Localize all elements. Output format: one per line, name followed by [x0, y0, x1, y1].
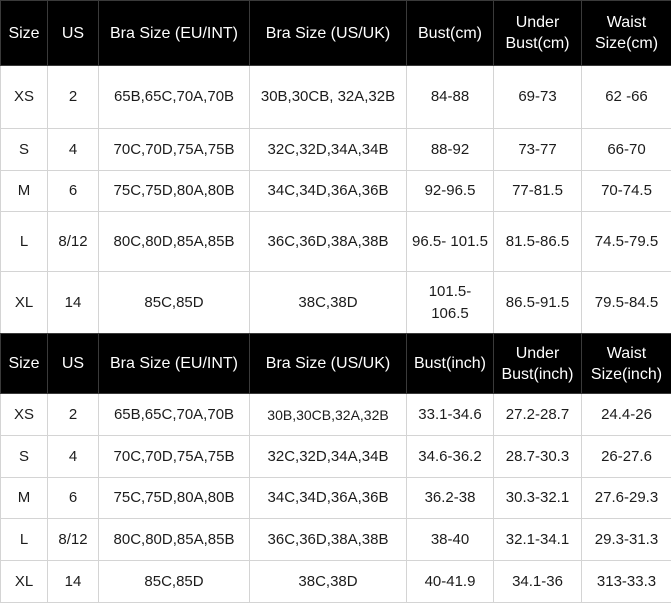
cell-waist: 313-33.3 — [582, 561, 671, 603]
cell-size: S — [1, 129, 48, 171]
cell-under-bust: 73-77 — [494, 129, 582, 171]
cell-us: 2 — [48, 394, 99, 436]
cell-us: 8/12 — [48, 519, 99, 561]
cell-bust: 96.5- 101.5 — [407, 212, 494, 272]
cell-bra-us-uk: 32C,32D,34A,34B — [250, 129, 407, 171]
cell-bra-us-uk: 32C,32D,34A,34B — [250, 436, 407, 478]
table-row: M 6 75C,75D,80A,80B 34C,34D,36A,36B 92-9… — [1, 171, 671, 212]
header-bra-size-eu-int: Bra Size (EU/INT) — [99, 1, 250, 66]
cell-bust: 88-92 — [407, 129, 494, 171]
cell-bust: 40-41.9 — [407, 561, 494, 603]
cell-under-bust: 28.7-30.3 — [494, 436, 582, 478]
cell-waist: 24.4-26 — [582, 394, 671, 436]
cell-bra-us-uk: 36C,36D,38A,38B — [250, 212, 407, 272]
header-row: Size US Bra Size (EU/INT) Bra Size (US/U… — [1, 1, 671, 66]
header-row: Size US Bra Size (EU/INT) Bra Size (US/U… — [1, 334, 671, 394]
cell-size: S — [1, 436, 48, 478]
table-row: XL 14 85C,85D 38C,38D 40-41.9 34.1-36 31… — [1, 561, 671, 603]
cell-us: 4 — [48, 436, 99, 478]
cell-size: M — [1, 171, 48, 212]
table-row: S 4 70C,70D,75A,75B 32C,32D,34A,34B 34.6… — [1, 436, 671, 478]
cell-under-bust: 69-73 — [494, 66, 582, 129]
cell-bust: 33.1-34.6 — [407, 394, 494, 436]
cell-us: 4 — [48, 129, 99, 171]
cell-bra-us-uk: 36C,36D,38A,38B — [250, 519, 407, 561]
header-bra-size-us-uk: Bra Size (US/UK) — [250, 1, 407, 66]
cell-us: 6 — [48, 478, 99, 519]
cell-bust: 101.5- 106.5 — [407, 272, 494, 334]
cell-under-bust: 34.1-36 — [494, 561, 582, 603]
size-chart-inch: Size US Bra Size (EU/INT) Bra Size (US/U… — [0, 333, 671, 603]
cell-waist: 74.5-79.5 — [582, 212, 671, 272]
cell-bra-eu-int: 75C,75D,80A,80B — [99, 171, 250, 212]
cell-bust: 36.2-38 — [407, 478, 494, 519]
header-waist-size: Waist Size(cm) — [582, 1, 671, 66]
cell-size: XS — [1, 394, 48, 436]
header-bra-size-eu-int: Bra Size (EU/INT) — [99, 334, 250, 394]
header-bust: Bust(cm) — [407, 1, 494, 66]
cell-under-bust: 27.2-28.7 — [494, 394, 582, 436]
table-row: M 6 75C,75D,80A,80B 34C,34D,36A,36B 36.2… — [1, 478, 671, 519]
cell-bra-eu-int: 70C,70D,75A,75B — [99, 436, 250, 478]
cell-waist: 70-74.5 — [582, 171, 671, 212]
header-waist-size: Waist Size(inch) — [582, 334, 671, 394]
header-bust: Bust(inch) — [407, 334, 494, 394]
table-row: L 8/12 80C,80D,85A,85B 36C,36D,38A,38B 9… — [1, 212, 671, 272]
cell-under-bust: 81.5-86.5 — [494, 212, 582, 272]
cell-waist: 26-27.6 — [582, 436, 671, 478]
table-row: L 8/12 80C,80D,85A,85B 36C,36D,38A,38B 3… — [1, 519, 671, 561]
cell-us: 8/12 — [48, 212, 99, 272]
size-chart-cm: Size US Bra Size (EU/INT) Bra Size (US/U… — [0, 0, 671, 334]
header-under-bust: Under Bust(cm) — [494, 1, 582, 66]
table-row: XL 14 85C,85D 38C,38D 101.5- 106.5 86.5-… — [1, 272, 671, 334]
cell-us: 14 — [48, 561, 99, 603]
header-under-bust: Under Bust(inch) — [494, 334, 582, 394]
cell-under-bust: 30.3-32.1 — [494, 478, 582, 519]
cell-under-bust: 77-81.5 — [494, 171, 582, 212]
cell-size: L — [1, 212, 48, 272]
header-bra-size-us-uk: Bra Size (US/UK) — [250, 334, 407, 394]
cell-bra-eu-int: 65B,65C,70A,70B — [99, 66, 250, 129]
cell-bust: 84-88 — [407, 66, 494, 129]
header-size: Size — [1, 1, 48, 66]
cell-bra-us-uk: 30B,30CB, 32A,32B — [250, 66, 407, 129]
cell-bra-us-uk: 34C,34D,36A,36B — [250, 171, 407, 212]
cell-bra-us-uk: 34C,34D,36A,36B — [250, 478, 407, 519]
cell-us: 6 — [48, 171, 99, 212]
table-row: S 4 70C,70D,75A,75B 32C,32D,34A,34B 88-9… — [1, 129, 671, 171]
cell-size: XL — [1, 561, 48, 603]
cell-bra-eu-int: 75C,75D,80A,80B — [99, 478, 250, 519]
cell-size: XL — [1, 272, 48, 334]
header-size: Size — [1, 334, 48, 394]
cell-bra-eu-int: 85C,85D — [99, 561, 250, 603]
cell-bra-us-uk: 38C,38D — [250, 561, 407, 603]
cell-bust: 38-40 — [407, 519, 494, 561]
cell-bra-eu-int: 65B,65C,70A,70B — [99, 394, 250, 436]
header-us: US — [48, 1, 99, 66]
cell-size: XS — [1, 66, 48, 129]
cell-waist: 27.6-29.3 — [582, 478, 671, 519]
header-us: US — [48, 334, 99, 394]
cell-under-bust: 32.1-34.1 — [494, 519, 582, 561]
cell-us: 14 — [48, 272, 99, 334]
cell-under-bust: 86.5-91.5 — [494, 272, 582, 334]
cell-bra-us-uk: 38C,38D — [250, 272, 407, 334]
cell-waist: 79.5-84.5 — [582, 272, 671, 334]
cell-bra-us-uk: 30B,30CB,32A,32B — [250, 394, 407, 436]
cell-size: L — [1, 519, 48, 561]
cell-waist: 29.3-31.3 — [582, 519, 671, 561]
cell-bra-eu-int: 85C,85D — [99, 272, 250, 334]
cell-bust: 92-96.5 — [407, 171, 494, 212]
cell-bra-eu-int: 80C,80D,85A,85B — [99, 519, 250, 561]
cell-bust: 34.6-36.2 — [407, 436, 494, 478]
cell-bra-eu-int: 80C,80D,85A,85B — [99, 212, 250, 272]
cell-waist: 62 -66 — [582, 66, 671, 129]
table-row: XS 2 65B,65C,70A,70B 30B,30CB,32A,32B 33… — [1, 394, 671, 436]
table-row: XS 2 65B,65C,70A,70B 30B,30CB, 32A,32B 8… — [1, 66, 671, 129]
cell-us: 2 — [48, 66, 99, 129]
cell-bra-eu-int: 70C,70D,75A,75B — [99, 129, 250, 171]
cell-size: M — [1, 478, 48, 519]
cell-waist: 66-70 — [582, 129, 671, 171]
